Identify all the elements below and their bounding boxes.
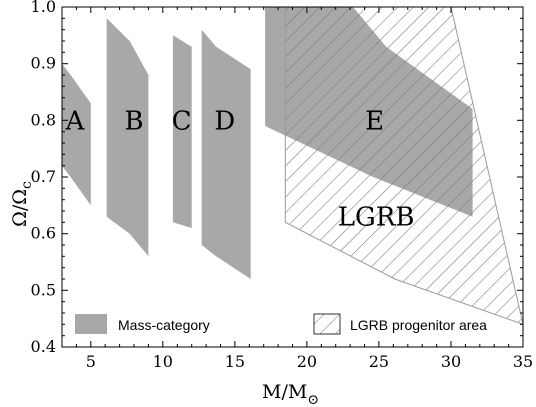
x-tick-label: 35: [513, 352, 533, 371]
y-tick-label: 0.8: [31, 110, 56, 129]
y-tick-label: 1.0: [31, 0, 56, 16]
x-tick-label: 30: [441, 352, 461, 371]
lgrb-progenitor-area: [284, 6, 524, 326]
mass-category-region-c: [172, 35, 192, 228]
y-tick-label: 0.5: [31, 280, 56, 299]
x-tick-label: 5: [86, 352, 96, 371]
region-label-c: C: [172, 106, 192, 136]
legend-swatch-mass-category: [75, 314, 107, 334]
x-tick-label: 25: [369, 352, 389, 371]
y-axis-label: Ω/Ωc: [9, 181, 35, 227]
x-tick-label: 10: [153, 352, 173, 371]
y-tick-label: 0.4: [31, 337, 56, 356]
y-tick-label: 0.9: [31, 54, 56, 73]
mass-category-region-a: [62, 63, 91, 206]
legend-label-lgrb: LGRB progenitor area: [350, 317, 487, 333]
y-tick-label: 0.7: [31, 167, 56, 186]
y-axis-label-sub: c: [19, 181, 35, 189]
legend: Mass-category LGRB progenitor area: [75, 313, 487, 335]
mass-category-region-d: [201, 29, 251, 280]
x-tick-label: 15: [225, 352, 245, 371]
y-axis-label-main: Ω/Ω: [9, 189, 31, 227]
region-label-lgrb: LGRB: [338, 203, 415, 233]
axis-tick-labels: 5 10 15 20 25 30 35 0.4 0.5 0.6 0.7 0.8 0.9 1.0: [31, 0, 534, 371]
region-label-e: E: [365, 106, 384, 136]
region-label-b: B: [124, 106, 143, 136]
region-labels: A B C D E LGRB: [65, 106, 415, 232]
region-label-a: A: [65, 106, 86, 136]
y-tick-label: 0.6: [31, 224, 56, 243]
region-label-d: D: [214, 106, 235, 136]
axis-ticks: [61, 6, 524, 348]
x-axis-label-main: M/M: [262, 381, 307, 403]
x-axis-label: M/M⊙: [262, 381, 319, 407]
lgrb-layer: [284, 6, 524, 326]
legend-label-mass-category: Mass-category: [118, 317, 210, 333]
x-axis-label-sub: ⊙: [307, 392, 319, 407]
legend-swatch-lgrb: [313, 313, 341, 335]
x-tick-label: 20: [297, 352, 317, 371]
mass-category-region-b: [106, 18, 149, 257]
